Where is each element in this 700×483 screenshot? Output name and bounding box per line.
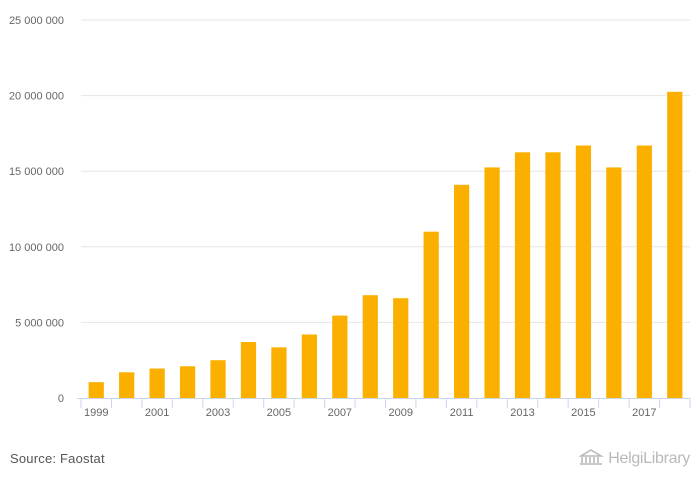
bar-2012[interactable] <box>484 167 500 398</box>
x-tick-label: 2017 <box>632 407 656 419</box>
x-tick-label: 2009 <box>388 407 412 419</box>
bar-2018[interactable] <box>667 91 683 398</box>
bar-2016[interactable] <box>606 167 622 398</box>
x-tick-label: 1999 <box>84 407 108 419</box>
bar-2013[interactable] <box>514 152 531 398</box>
bar-2017[interactable] <box>636 145 652 398</box>
bar-2010[interactable] <box>423 231 439 398</box>
y-tick-label: 5 000 000 <box>15 317 64 329</box>
chart: 0 5 000 000 10 000 000 15 000 000 20 000 000… <box>9 15 691 419</box>
source-note: Source: Faostat <box>10 451 105 466</box>
bar-2009[interactable] <box>393 298 409 398</box>
bar-2005[interactable] <box>271 347 287 398</box>
bar-2001[interactable] <box>149 368 165 398</box>
x-tick-label: 2015 <box>571 407 595 419</box>
x-tick-label: 2003 <box>206 407 230 419</box>
y-tick-label: 25 000 000 <box>9 15 64 27</box>
brand-logo[interactable]: HelgiLibrary <box>578 448 690 470</box>
bar-2011[interactable] <box>454 184 470 398</box>
bar-2008[interactable] <box>362 295 378 398</box>
bar-2006[interactable] <box>301 334 317 398</box>
x-tick-label: 2005 <box>267 407 291 419</box>
y-tick-label: 15 000 000 <box>9 166 64 178</box>
y-tick-label: 10 000 000 <box>9 242 64 254</box>
library-building-icon <box>578 448 605 471</box>
bar-2003[interactable] <box>210 360 226 398</box>
x-tick-label: 2007 <box>328 407 352 419</box>
bar-2002[interactable] <box>179 366 196 398</box>
bar-chart: 0 5 000 000 10 000 000 15 000 000 20 000 000… <box>9 15 691 419</box>
bars <box>88 91 683 398</box>
y-tick-label: 20 000 000 <box>9 91 64 103</box>
y-tick-label: 0 <box>58 393 64 405</box>
x-axis: 1999 2001 2003 2005 2007 2009 2011 2013 2015 2017 <box>77 398 691 419</box>
x-tick-label: 2001 <box>145 407 169 419</box>
bar-1999[interactable] <box>88 382 104 398</box>
x-tick-label: 2013 <box>510 407 534 419</box>
bar-2015[interactable] <box>575 145 592 398</box>
y-axis-labels: 0 5 000 000 10 000 000 15 000 000 20 000 000… <box>9 15 64 405</box>
brand-name: HelgiLibrary <box>608 450 690 467</box>
bar-2000[interactable] <box>119 372 135 398</box>
bar-2014[interactable] <box>545 152 561 398</box>
grid-lines <box>81 19 690 323</box>
bar-2007[interactable] <box>332 315 348 398</box>
x-tick-label: 2011 <box>450 407 474 419</box>
bar-2004[interactable] <box>240 342 257 398</box>
